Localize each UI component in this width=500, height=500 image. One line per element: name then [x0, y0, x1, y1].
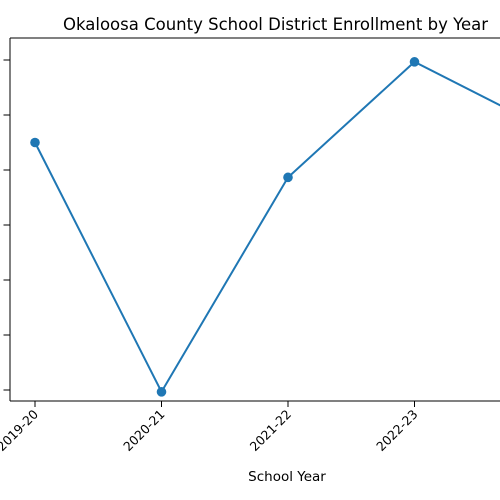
- chart-title: Okaloosa County School District Enrollme…: [63, 15, 488, 34]
- data-point-2019-20: [30, 137, 40, 148]
- y-axis-ticks: [3, 59, 10, 391]
- data-point-2022-23: [409, 57, 420, 67]
- x-tick-label-3: 2022-23: [373, 407, 421, 455]
- x-tick-label-1: 2020-21: [120, 407, 168, 455]
- x-tick-label-0: 2019-20: [0, 406, 41, 454]
- data-point-2020-21: [156, 387, 167, 397]
- series-line-0: [34, 60, 500, 394]
- x-tick-label-2: 2021-22: [247, 407, 295, 455]
- data-point-2021-22: [283, 172, 293, 183]
- series-enrollment: [30, 57, 500, 397]
- x-axis-label: School Year: [248, 469, 326, 485]
